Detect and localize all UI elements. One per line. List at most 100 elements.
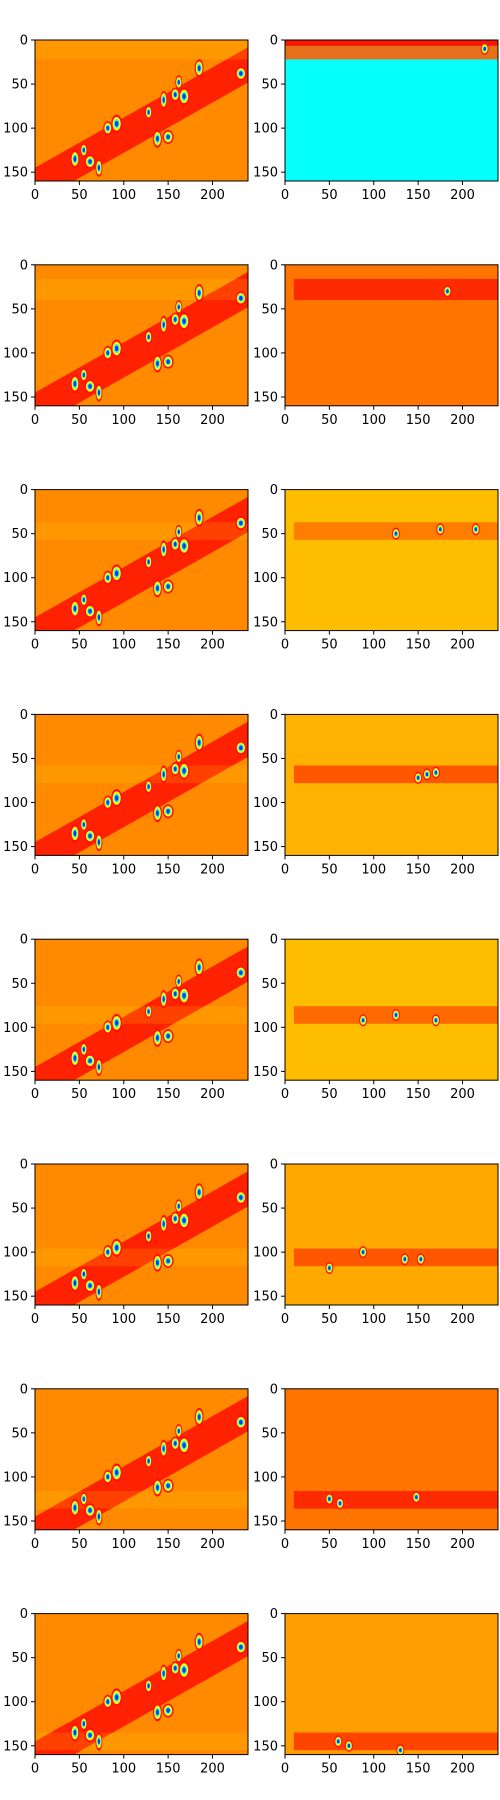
left-row-highlight bbox=[35, 1248, 248, 1267]
left-axis-5-frame bbox=[34, 938, 249, 1081]
left-blob-2-layer-3 bbox=[88, 159, 92, 164]
left-blob-10-layer-3 bbox=[173, 766, 177, 772]
left-axis-3-ytick-label-0: 0 bbox=[20, 483, 28, 498]
left-blob-13-layer-3 bbox=[197, 964, 201, 971]
left-blob-5-layer-3 bbox=[114, 570, 119, 577]
left-panel-row-7: 0 50 100 150 200 0 50 100 150 bbox=[3, 1382, 249, 1552]
left-blob-7-layer-3 bbox=[156, 810, 159, 816]
right-axis-5-ytick-label-0: 0 bbox=[270, 933, 278, 948]
left-diagonal-band bbox=[35, 272, 248, 406]
left-blob-6-layer-3 bbox=[147, 784, 150, 789]
right-spot-0-layer-3 bbox=[328, 1497, 331, 1501]
right-axis-3-ytick-label-1: 50 bbox=[261, 527, 278, 542]
right-axis-2-xtick-label-0: 0 bbox=[281, 413, 289, 428]
left-axis-5-xtick-label-4: 200 bbox=[200, 1087, 225, 1102]
left-blob-14-layer-3 bbox=[239, 1420, 243, 1425]
left-panel-row-1: 0 50 100 150 200 0 50 100 150 bbox=[3, 34, 249, 203]
left-blob-3-layer-3 bbox=[97, 1738, 101, 1745]
right-axis-1-xtick-label-3: 150 bbox=[406, 188, 431, 203]
left-blob-12-layer-3 bbox=[177, 529, 180, 535]
left-axis-5-ytick-label-3: 150 bbox=[3, 1065, 28, 1080]
left-panel-image-6 bbox=[35, 1164, 248, 1305]
left-axis-5-xtick-label-2: 100 bbox=[111, 1087, 136, 1102]
left-blob-5-layer-3 bbox=[114, 1694, 119, 1701]
left-blob-2-layer-3 bbox=[88, 1732, 92, 1738]
left-axis-1-ytick-label-3: 150 bbox=[3, 166, 28, 181]
right-axis-4-ytick-label-0: 0 bbox=[270, 708, 278, 723]
left-blob-6-layer-3 bbox=[147, 1683, 150, 1689]
right-panel-row-5: 0 50 100 150 200 0 50 100 150 bbox=[253, 933, 499, 1102]
left-axis-2-ytick-label-1: 50 bbox=[11, 302, 28, 317]
right-axis-5-ytick-label-3: 150 bbox=[253, 1065, 278, 1080]
right-axis-7-xtick-label-1: 50 bbox=[321, 1537, 338, 1552]
left-axis-6-xtick-label-0: 0 bbox=[31, 1312, 39, 1327]
right-axis-1-xtick-label-4: 200 bbox=[450, 188, 475, 203]
left-panel-image-2 bbox=[35, 264, 248, 406]
left-axis-4-ytick-label-0: 0 bbox=[20, 708, 28, 723]
left-axis-4-xtick-label-1: 50 bbox=[71, 862, 88, 877]
left-axis-4-xtick-label-4: 200 bbox=[200, 862, 225, 877]
right-panel-image-3 bbox=[285, 489, 498, 631]
left-blob-0-layer-3 bbox=[82, 597, 85, 602]
left-blob-6-layer-3 bbox=[147, 1009, 150, 1014]
left-blob-2-layer-3 bbox=[88, 608, 92, 614]
left-blob-9-layer-3 bbox=[162, 996, 165, 1003]
left-panel-image-8 bbox=[35, 1613, 248, 1755]
right-axis-2-ytick-label-1: 50 bbox=[261, 302, 278, 317]
right-axis-3-ytick-label-3: 150 bbox=[253, 615, 278, 630]
left-axis-2-frame bbox=[34, 264, 249, 407]
left-blob-4-layer-3 bbox=[106, 125, 110, 131]
left-blob-10-layer-3 bbox=[173, 991, 177, 997]
left-axis-1-xtick-label-3: 150 bbox=[156, 188, 181, 203]
right-axis-8-ytick-label-2: 100 bbox=[253, 1695, 278, 1710]
right-axis-5-xtick-label-1: 50 bbox=[321, 1087, 338, 1102]
right-axis-1-ytick-label-2: 100 bbox=[253, 122, 278, 137]
right-horizontal-band bbox=[293, 1491, 498, 1509]
right-spot-2-layer-3 bbox=[361, 1250, 365, 1255]
left-blob-6-layer-3 bbox=[147, 1458, 150, 1464]
left-axis-8-frame bbox=[34, 1613, 249, 1756]
right-axis-8-xtick-label-2: 100 bbox=[361, 1762, 386, 1777]
left-axis-8-xtick-label-3: 150 bbox=[156, 1762, 181, 1777]
left-blob-4-layer-3 bbox=[106, 1249, 110, 1255]
left-blob-9-layer-3 bbox=[162, 97, 165, 103]
left-blob-0-layer-3 bbox=[82, 1047, 85, 1052]
left-axis-3-frame bbox=[34, 489, 249, 632]
right-axis-7-ytick-label-3: 150 bbox=[253, 1514, 278, 1529]
right-spot-2-layer-3 bbox=[399, 1748, 402, 1753]
right-axis-6-ytick-label-2: 100 bbox=[253, 1246, 278, 1261]
left-axis-4-ytick-label-3: 150 bbox=[3, 840, 28, 855]
left-blob-12-layer-3 bbox=[177, 80, 180, 85]
right-axis-6-ytick-label-1: 50 bbox=[261, 1202, 278, 1217]
right-axis-7-ytick-label-2: 100 bbox=[253, 1470, 278, 1485]
right-panel-row-6: 0 50 100 150 200 0 50 100 150 bbox=[253, 1158, 499, 1327]
left-blob-0-layer-3 bbox=[82, 1721, 85, 1726]
right-axis-1-xtick-label-2: 100 bbox=[361, 188, 386, 203]
left-axis-8-ytick-label-0: 0 bbox=[20, 1607, 28, 1622]
right-background bbox=[285, 40, 498, 181]
left-axis-7-ytick-label-0: 0 bbox=[20, 1382, 28, 1397]
right-spot-2-layer-3 bbox=[415, 1495, 418, 1500]
right-axis-3-xtick-label-3: 150 bbox=[406, 638, 431, 653]
left-panel-row-8: 0 50 100 150 200 0 50 100 150 bbox=[3, 1607, 249, 1777]
left-blob-1-layer-3 bbox=[73, 605, 77, 612]
left-blob-8-layer-3 bbox=[166, 584, 170, 589]
left-panel-row-5: 0 50 100 150 200 0 50 100 150 bbox=[3, 933, 249, 1102]
right-axis-3-frame bbox=[284, 489, 499, 632]
left-blob-3-layer-3 bbox=[97, 839, 101, 846]
left-blob-13-layer-3 bbox=[197, 290, 201, 296]
right-spot-0-layer-3 bbox=[439, 527, 442, 532]
left-axis-2-xtick-label-1: 50 bbox=[71, 413, 88, 428]
left-axis-2-xtick-label-2: 100 bbox=[111, 413, 136, 428]
left-blob-14-layer-3 bbox=[239, 71, 243, 76]
left-axis-5-xtick-label-0: 0 bbox=[31, 1087, 39, 1102]
left-blob-3-layer-3 bbox=[97, 389, 101, 396]
left-axis-7-ytick-label-3: 150 bbox=[3, 1514, 28, 1529]
right-axis-2-frame bbox=[284, 264, 499, 407]
left-blob-10-layer-3 bbox=[173, 1441, 177, 1446]
left-blob-7-layer-3 bbox=[156, 1484, 159, 1491]
left-blob-7-layer-3 bbox=[156, 1709, 159, 1716]
left-blob-4-layer-3 bbox=[106, 1474, 110, 1480]
left-blob-5-layer-3 bbox=[114, 345, 119, 352]
left-blob-3-layer-3 bbox=[97, 1513, 101, 1520]
